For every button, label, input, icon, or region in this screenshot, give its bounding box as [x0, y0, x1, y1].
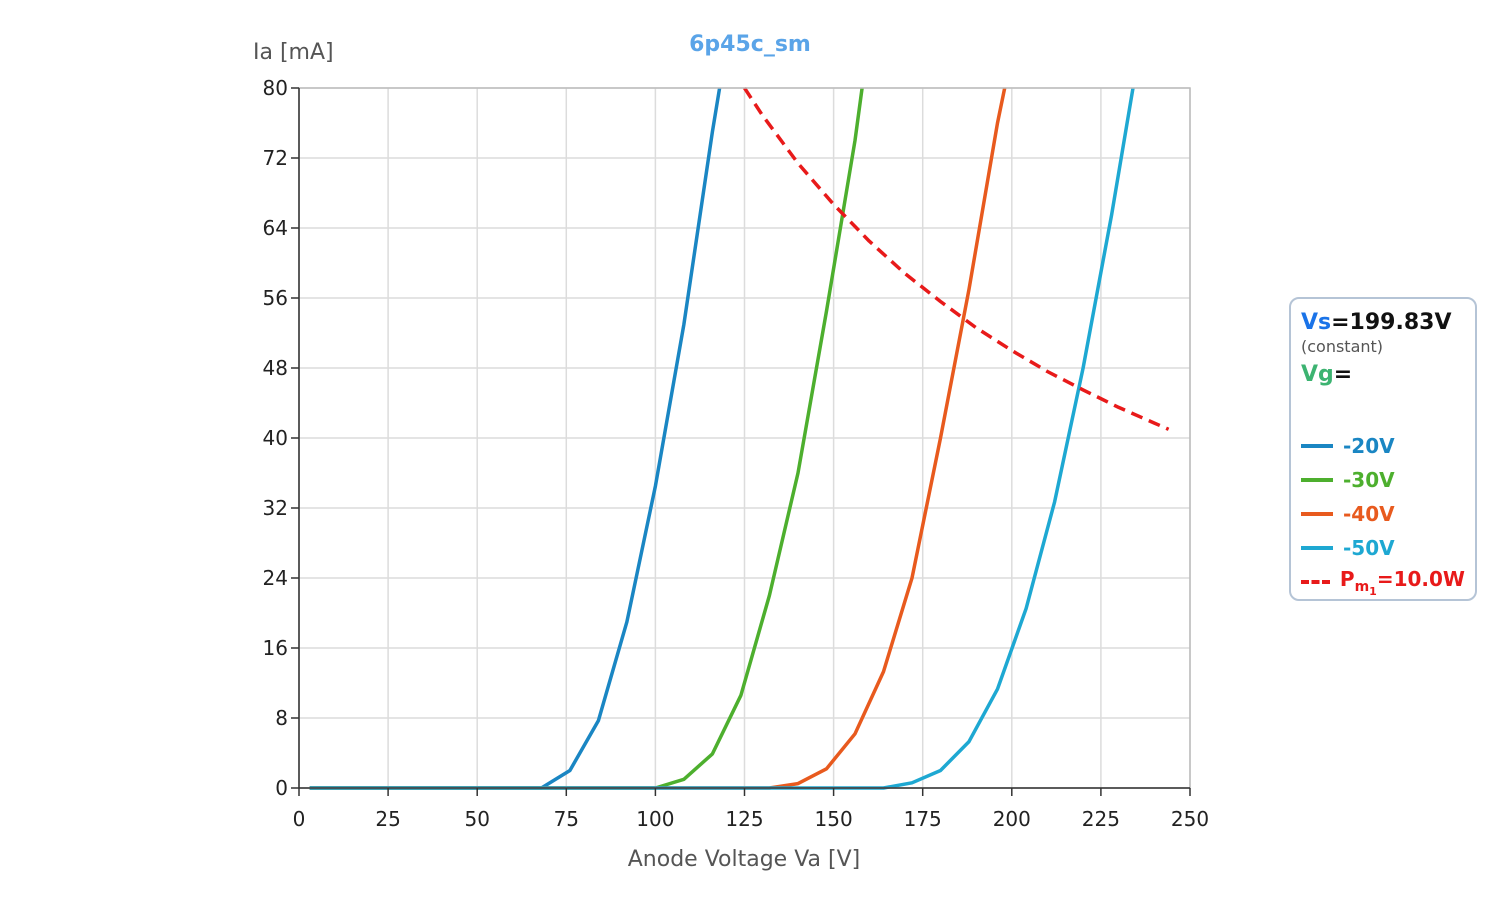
x-tick-label-7: 175	[904, 807, 942, 831]
legend-swatch-0	[1301, 444, 1333, 448]
x-tick-labels: 0 25 50 75 100 125 150 175 200 225 250	[293, 807, 1209, 831]
x-axis-label: Anode Voltage Va [V]	[628, 847, 861, 872]
y-tick-label-8: 64	[263, 216, 288, 240]
legend-item-0[interactable]: -20V	[1301, 429, 1465, 463]
series-line--30V	[309, 87, 864, 790]
y-tick-label-0: 0	[275, 776, 288, 800]
series-line-power	[743, 87, 1170, 431]
legend-item-2[interactable]: -40V	[1301, 497, 1465, 531]
x-tick-label-4: 100	[636, 807, 674, 831]
x-tick-label-3: 75	[554, 807, 579, 831]
y-tick-label-9: 72	[263, 146, 288, 170]
legend-items: -20V -30V -40V -50V	[1301, 429, 1465, 565]
legend-swatch-power	[1301, 580, 1330, 584]
legend-swatch-1	[1301, 478, 1333, 482]
y-tick-label-2: 16	[263, 636, 288, 660]
x-tick-label-8: 200	[993, 807, 1031, 831]
legend-swatch-2	[1301, 512, 1333, 516]
legend-vg-value: =	[1333, 362, 1353, 387]
chart-title: 6p45c_sm	[689, 32, 811, 57]
legend-label-power: Pm1=10.0W	[1339, 566, 1465, 598]
y-tick-label-3: 24	[263, 566, 288, 590]
series-line--20V	[309, 87, 722, 790]
series-layer	[309, 87, 1170, 790]
y-axis-label: Ia [mA]	[253, 40, 334, 65]
legend-vs-value: =199.83V	[1331, 310, 1452, 335]
series-line--50V	[309, 87, 1135, 790]
x-tick-label-2: 50	[464, 807, 489, 831]
legend-label-3: -50V	[1343, 536, 1395, 560]
y-tick-label-4: 32	[263, 496, 288, 520]
legend-label-0: -20V	[1343, 434, 1395, 458]
x-tick-label-10: 250	[1171, 807, 1209, 831]
y-tick-labels: 0 8 16 24 32 40 48 56 64 72 80	[263, 76, 288, 800]
legend-item-1[interactable]: -30V	[1301, 463, 1465, 497]
x-tick-label-9: 225	[1082, 807, 1120, 831]
x-tick-label-5: 125	[725, 807, 763, 831]
legend-swatch-3	[1301, 546, 1333, 550]
legend-vg: Vg=	[1301, 361, 1465, 389]
x-tick-label-0: 0	[293, 807, 306, 831]
legend-item-3[interactable]: -50V	[1301, 531, 1465, 565]
legend: Vs=199.83V (constant) Vg= -20V -30V -40V -5…	[1289, 297, 1477, 601]
legend-vs: Vs=199.83V	[1301, 309, 1465, 337]
y-tick-label-6: 48	[263, 356, 288, 380]
legend-label-2: -40V	[1343, 502, 1395, 526]
x-tick-label-6: 150	[815, 807, 853, 831]
series-line--40V	[309, 87, 1007, 790]
y-tick-label-10: 80	[263, 76, 288, 100]
y-tick-label-5: 40	[263, 426, 288, 450]
legend-vg-key: Vg	[1301, 362, 1334, 387]
legend-vs-key: Vs	[1301, 310, 1332, 335]
legend-label-1: -30V	[1343, 468, 1395, 492]
y-tick-label-1: 8	[275, 706, 288, 730]
x-tick-label-1: 25	[375, 807, 400, 831]
y-tick-label-7: 56	[263, 286, 288, 310]
legend-vs-note: (constant)	[1301, 337, 1384, 356]
legend-item-power[interactable]: Pm1=10.0W	[1301, 565, 1465, 599]
axes	[291, 87, 1191, 796]
